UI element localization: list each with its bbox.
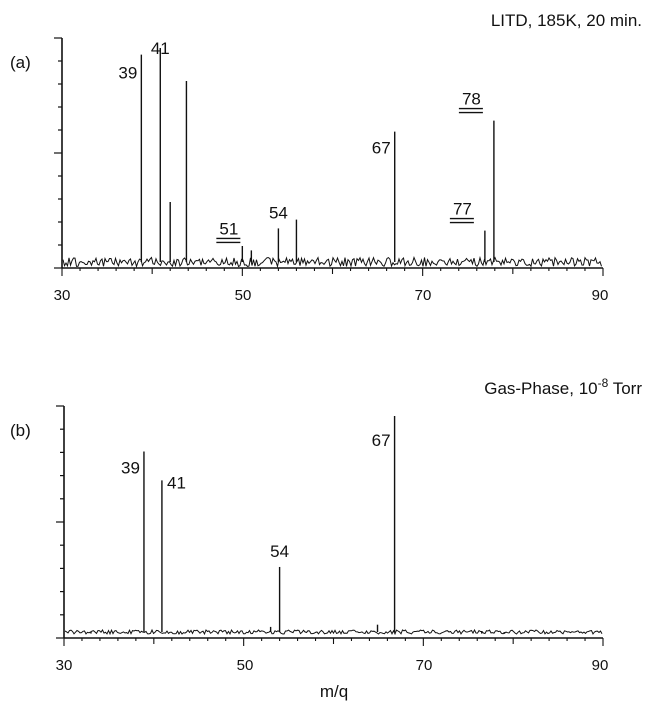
panel-b-label: (b) <box>10 421 31 440</box>
peak-label: 54 <box>269 203 288 222</box>
panel-a-xtick-label: 70 <box>415 287 432 304</box>
peak-label: 51 <box>219 219 238 238</box>
peak-label: 67 <box>372 431 391 450</box>
peak-label: 77 <box>453 200 472 219</box>
panel-b-y-ticks <box>56 405 64 639</box>
panel-a-y-ticks <box>54 37 62 269</box>
panel-b-noise-baseline <box>64 628 603 636</box>
panel-a-xtick-label: 90 <box>592 287 609 304</box>
panel-b-title-main: Gas-Phase, 10 <box>484 379 597 398</box>
peak-label: 39 <box>118 64 137 83</box>
panel-a-label: (a) <box>10 53 31 72</box>
panel-a-title: LITD, 185K, 20 min. <box>491 11 642 30</box>
panel-b-peaks <box>90 416 505 634</box>
panel-b-xtick-label: 50 <box>237 657 254 674</box>
peak-label: 67 <box>372 139 391 158</box>
peak-label: 41 <box>151 39 170 58</box>
peak-label: 39 <box>121 459 140 478</box>
panel-b-xtick-label: 70 <box>416 657 433 674</box>
panel-b-xtick-label: 30 <box>56 657 73 674</box>
panel-a-xtick-label: 30 <box>54 287 71 304</box>
panel-b-title: Gas-Phase, 10-8 Torr <box>484 376 642 398</box>
panel-a-noise-baseline <box>62 255 602 269</box>
panel-a-peak-labels: 39 41 51 54 67 77 78 <box>118 39 483 244</box>
panel-b-title-suffix: Torr <box>608 379 642 398</box>
panel-b-x-axis-title: m/q <box>320 682 348 701</box>
panel-b-peak-labels: 39 41 54 67 <box>121 431 391 561</box>
peak-label: 78 <box>462 90 481 109</box>
panel-a: LITD, 185K, 20 min. (a) 39 41 51 54 67 77 78 3… <box>10 11 642 304</box>
panel-b-xtick-label: 90 <box>592 657 609 674</box>
panel-b-title-superscript: -8 <box>598 376 609 390</box>
panel-a-xtick-label: 50 <box>235 287 252 304</box>
panel-b-x-ticks <box>63 638 604 646</box>
peak-label: 54 <box>270 542 289 561</box>
panel-a-peaks <box>140 48 495 262</box>
panel-a-x-ticks <box>61 268 604 276</box>
peak-label: 41 <box>167 473 186 492</box>
